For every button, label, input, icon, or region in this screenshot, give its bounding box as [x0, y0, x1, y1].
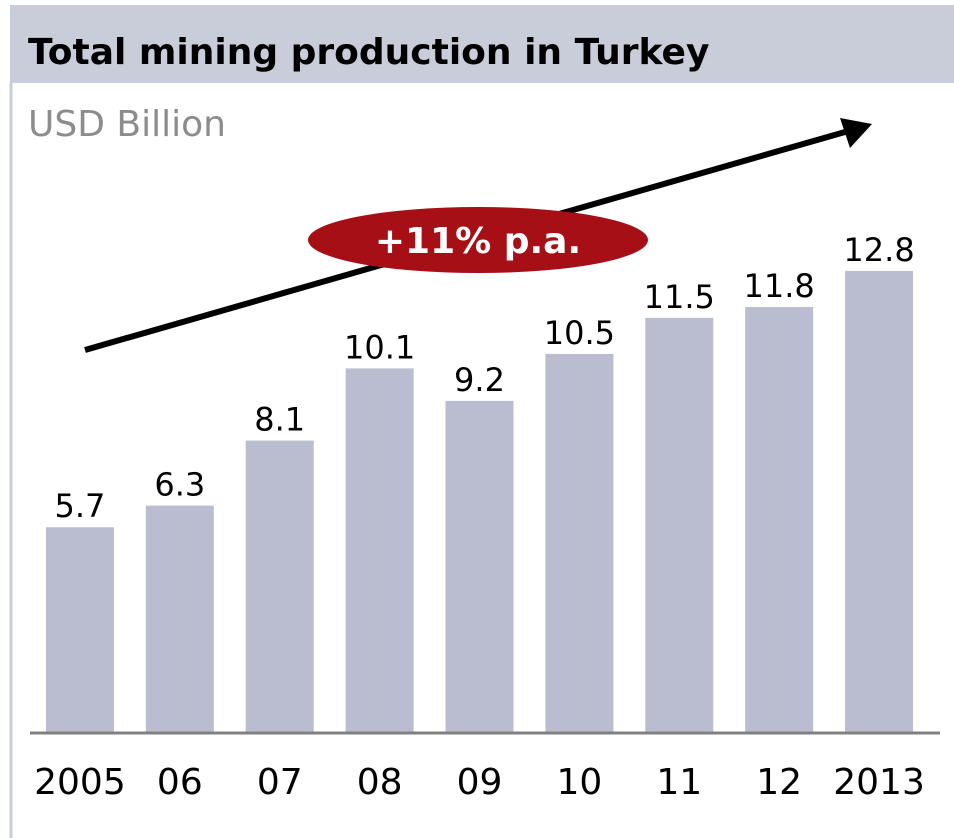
- title-band: [10, 5, 954, 83]
- bar: [545, 353, 614, 733]
- bar: [345, 368, 414, 733]
- x-tick-label: 2013: [833, 762, 925, 803]
- bar: [45, 527, 114, 733]
- bar: [645, 317, 714, 733]
- x-tick-label: 11: [656, 762, 702, 803]
- bar: [445, 400, 514, 733]
- value-label: 9.2: [454, 361, 505, 399]
- bar: [745, 307, 814, 733]
- x-tick-label: 2005: [34, 762, 126, 803]
- chart-subtitle: USD Billion: [28, 104, 226, 145]
- bar: [145, 505, 214, 733]
- arrow-head: [840, 118, 872, 148]
- x-tick-label: 12: [756, 762, 802, 803]
- chart-title: Total mining production in Turkey: [28, 32, 709, 73]
- x-tick-label: 06: [157, 762, 203, 803]
- value-label: 10.5: [544, 314, 615, 352]
- value-label: 12.8: [843, 231, 914, 269]
- value-label: 5.7: [54, 487, 105, 525]
- bar: [245, 440, 314, 733]
- value-label: 11.8: [744, 267, 815, 305]
- cagr-badge: [308, 207, 648, 273]
- cagr-label: +11% p.a.: [375, 221, 581, 262]
- x-tick-label: 10: [556, 762, 602, 803]
- value-label: 8.1: [254, 401, 305, 439]
- x-tick-label: 07: [257, 762, 303, 803]
- value-label: 10.1: [344, 328, 415, 366]
- bars: 2005 5.7 06 6.3 07 8.1 08 10.1 09 9.2 10 10.5 11 11.5…: [34, 231, 925, 803]
- x-tick-label: 09: [457, 762, 503, 803]
- bar: [845, 270, 914, 733]
- value-label: 6.3: [154, 466, 205, 504]
- x-tick-label: 08: [357, 762, 403, 803]
- value-label: 11.5: [644, 278, 715, 316]
